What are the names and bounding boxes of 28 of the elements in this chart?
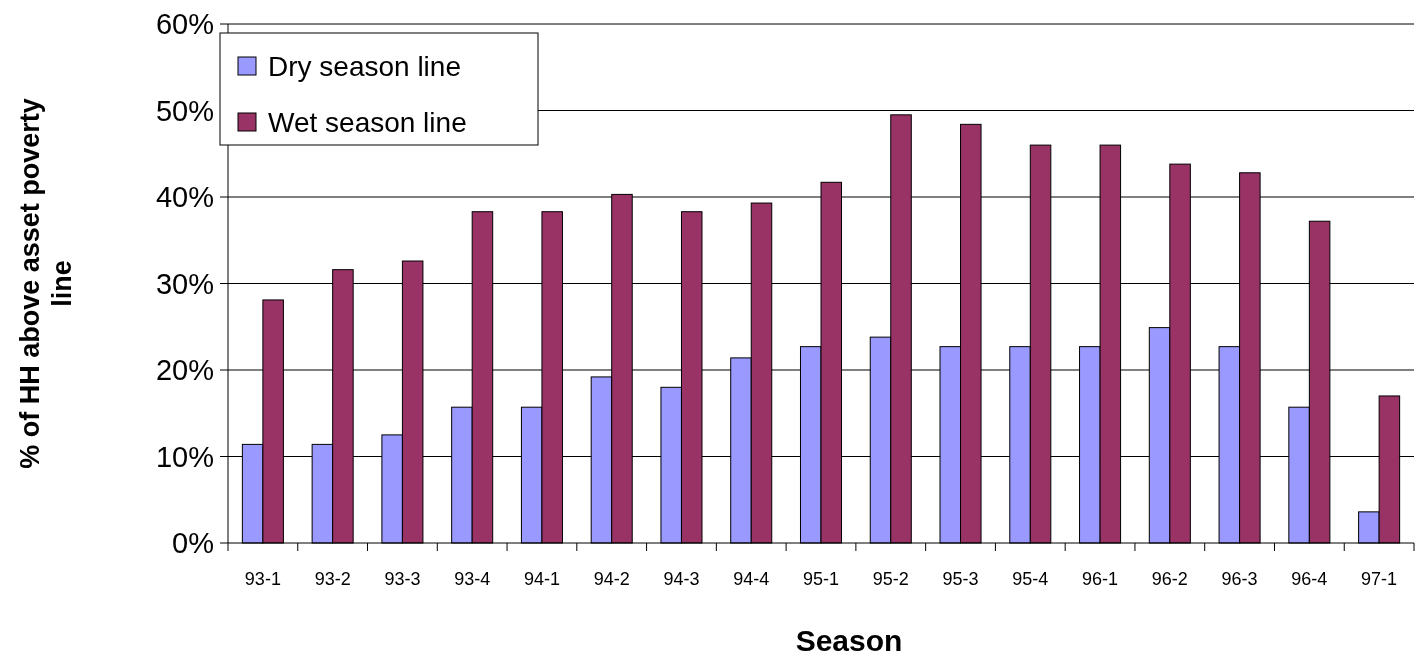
x-tick-label: 94-3 [663, 569, 700, 589]
x-tick-label: 96-2 [1151, 569, 1188, 589]
x-tick-label: 93-1 [244, 569, 281, 589]
x-tick-label: 95-2 [872, 569, 909, 589]
legend-label: Wet season line [268, 106, 467, 138]
x-axis-title: Season [795, 624, 903, 657]
y-tick-label: 60% [155, 8, 214, 41]
x-tick-label: 96-4 [1291, 569, 1328, 589]
x-tick-label: 93-2 [314, 569, 351, 589]
x-tick-label: 93-3 [384, 569, 421, 589]
y-tick-label: 0% [172, 527, 214, 560]
x-tick-label: 94-4 [733, 569, 770, 589]
x-tick-label: 95-4 [1012, 569, 1049, 589]
y-tick-label: 20% [155, 354, 214, 387]
x-tick-label: 96-1 [1082, 569, 1119, 589]
legend-label: Dry season line [268, 50, 461, 82]
y-axis-title: % of HH above asset poverty line [15, 98, 77, 469]
y-tick-label: 10% [155, 440, 214, 473]
y-tick-label: 50% [155, 94, 214, 127]
x-tick-label: 94-1 [523, 569, 560, 589]
x-tick-label: 95-3 [942, 569, 979, 589]
x-tick-label: 96-3 [1221, 569, 1258, 589]
y-tick-label: 40% [155, 181, 214, 214]
y-tick-label: 30% [155, 267, 214, 300]
x-tick-label: 97-1 [1361, 569, 1398, 589]
x-tick-label: 93-4 [454, 569, 491, 589]
x-tick-label: 94-2 [593, 569, 630, 589]
x-tick-label: 95-1 [802, 569, 840, 589]
